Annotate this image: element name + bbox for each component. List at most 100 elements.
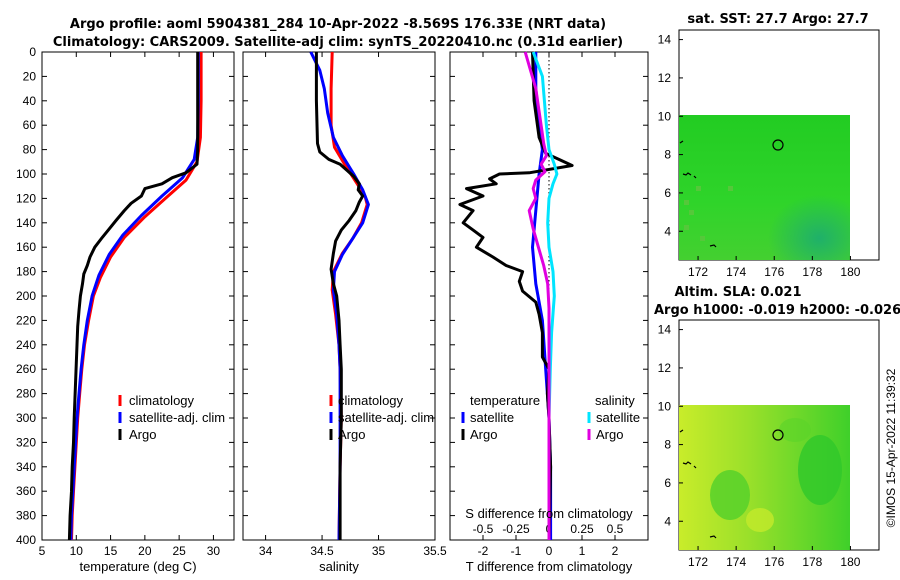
temperature-xlabel: temperature (deg C) (79, 559, 196, 574)
sla-patches (710, 418, 842, 532)
t-difference-xlabel: T difference from climatology (466, 559, 633, 574)
sla-argo-marker (772, 429, 784, 441)
sst-map-ticks: 172 174 176 178 180 4 6 8 10 12 14 (658, 33, 861, 279)
sla-map: 172 174 176 178 180 4 6 8 10 12 14 (658, 319, 880, 569)
y-tick-label: 400 (16, 533, 36, 547)
legend-climatology-label: climatology (338, 393, 404, 408)
y-tick-label: 260 (16, 362, 36, 376)
lon-tick-label: 178 (802, 555, 822, 569)
legend-argo-label: Argo (338, 427, 365, 442)
lat-tick-label: 8 (664, 148, 671, 162)
lat-tick-label: 4 (664, 514, 671, 528)
lat-tick-label: 10 (658, 109, 672, 123)
sst-map-title: sat. SST: 27.7 Argo: 27.7 (687, 12, 868, 27)
x-tick-label: 10 (70, 544, 84, 558)
series-argo (67, 52, 200, 541)
y-tick-label: 160 (16, 240, 36, 254)
sst-map: 172 174 176 178 180 4 6 8 10 12 14 (658, 29, 880, 279)
y-tick-label: 340 (16, 460, 36, 474)
series-argo (314, 52, 365, 540)
salinity-y-ticks (243, 51, 435, 541)
temperature-legend: climatology satellite-adj. clim Argo (118, 393, 225, 442)
legend-satellite-label: satellite-adj. clim (338, 410, 434, 425)
y-tick-label: 320 (16, 435, 36, 449)
x-tick-label: 25 (172, 544, 186, 558)
sst-coastline (679, 140, 717, 248)
y-tick-label: 140 (16, 216, 36, 230)
temperature-series (67, 52, 203, 541)
lon-tick-label: 174 (726, 555, 746, 569)
lat-tick-label: 4 (664, 224, 671, 238)
x-tick-label: 35 (372, 544, 386, 558)
temperature-x-axis: 5 10 15 20 25 30 (39, 52, 220, 558)
lon-tick-label: 180 (840, 265, 860, 279)
salinity-xlabel: salinity (319, 559, 359, 574)
x-tick-label: 1 (579, 544, 586, 558)
y-tick-label: 40 (23, 94, 37, 108)
salinity-panel: 34 34.5 35 35.5 salinity climatology satell… (242, 51, 447, 574)
s-x-tick-label: -0.25 (502, 522, 530, 536)
lat-tick-label: 14 (658, 33, 672, 47)
sst-argo-marker (772, 139, 784, 151)
x-tick-label: -1 (511, 544, 522, 558)
legend-temperature-heading: temperature (470, 393, 540, 408)
y-tick-label: 180 (16, 265, 36, 279)
lat-tick-label: 12 (658, 71, 672, 85)
lat-tick-label: 8 (664, 438, 671, 452)
s-x-tick-label: -0.5 (473, 522, 494, 536)
x-tick-label: 5 (39, 544, 46, 558)
y-tick-label: 200 (16, 289, 36, 303)
y-tick-label: 280 (16, 387, 36, 401)
y-tick-label: 220 (16, 313, 36, 327)
y-tick-label: 0 (29, 45, 36, 59)
lon-tick-label: 172 (688, 265, 708, 279)
lon-tick-label: 180 (840, 555, 860, 569)
t-difference-x-axis: -2 -1 0 1 2 (478, 52, 619, 558)
x-tick-label: 15 (104, 544, 118, 558)
s-difference-xlabel: S difference from climatology (465, 506, 633, 521)
lon-tick-label: 176 (764, 555, 784, 569)
y-tick-label: 120 (16, 191, 36, 205)
lon-tick-label: 174 (726, 265, 746, 279)
lon-tick-label: 172 (688, 555, 708, 569)
series-s-argo (523, 51, 551, 540)
sla-map-subtitle: Argo h1000: -0.019 h2000: -0.026 (654, 303, 900, 318)
temperature-panel: 0 20 40 60 80 100 120 140 160 180 200 220 240 260 280 3… (16, 45, 235, 574)
sla-coastline (679, 429, 717, 539)
y-tick-label: 60 (23, 118, 37, 132)
sst-noise (684, 186, 733, 241)
lat-tick-label: 12 (658, 361, 672, 375)
depth-axis: 0 20 40 60 80 100 120 140 160 180 200 220 240 260 280 3… (16, 45, 234, 547)
lat-tick-label: 6 (664, 476, 671, 490)
legend-salinity-heading: salinity (595, 393, 635, 408)
s-x-tick-label: 0.25 (570, 522, 594, 536)
lon-tick-label: 178 (802, 265, 822, 279)
x-tick-label: 34 (259, 544, 273, 558)
legend-satellite-label: satellite-adj. clim (129, 410, 225, 425)
y-tick-label: 100 (16, 167, 36, 181)
legend-t-argo-label: Argo (470, 427, 497, 442)
sla-map-title: Altim. SLA: 0.021 (675, 285, 802, 300)
figure-title-line2: Climatology: CARS2009. Satellite-adj cli… (53, 35, 623, 50)
lat-tick-label: 14 (658, 323, 672, 337)
imos-watermark: ©IMOS 15-Apr-2022 11:39:32 (884, 368, 898, 527)
y-tick-label: 240 (16, 338, 36, 352)
salinity-series (309, 51, 370, 541)
lat-tick-label: 6 (664, 186, 671, 200)
legend-s-satellite-label: satellite (596, 410, 640, 425)
series-satellite-adj-clim (69, 52, 200, 541)
difference-legend: temperature satellite Argo salinity sate… (461, 393, 640, 442)
x-tick-label: 2 (612, 544, 619, 558)
legend-climatology-label: climatology (129, 393, 195, 408)
lat-tick-label: 10 (658, 399, 672, 413)
sla-map-ticks: 172 174 176 178 180 4 6 8 10 12 14 (658, 323, 861, 569)
x-tick-label: 34.5 (310, 544, 334, 558)
y-tick-label: 80 (23, 143, 37, 157)
difference-y-ticks (450, 51, 648, 541)
series-t-argo (458, 51, 574, 541)
legend-s-argo-label: Argo (596, 427, 623, 442)
x-tick-label: 20 (138, 544, 152, 558)
legend-t-satellite-label: satellite (470, 410, 514, 425)
x-tick-label: -2 (478, 544, 489, 558)
y-tick-label: 360 (16, 484, 36, 498)
